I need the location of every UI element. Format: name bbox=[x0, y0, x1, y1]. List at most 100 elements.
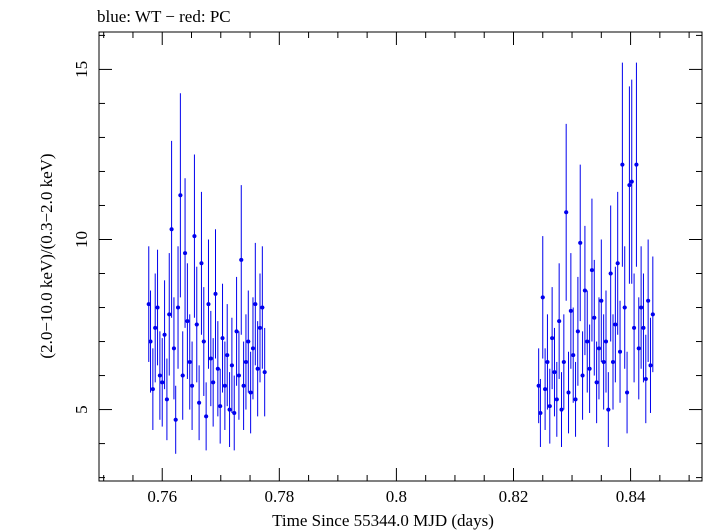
data-point bbox=[234, 329, 239, 334]
data-point bbox=[239, 257, 244, 262]
data-point bbox=[248, 390, 253, 395]
data-point bbox=[634, 162, 639, 167]
data-point bbox=[589, 268, 594, 273]
data-point bbox=[603, 339, 608, 344]
data-point bbox=[620, 162, 625, 167]
data-point bbox=[629, 179, 634, 184]
data-point bbox=[253, 302, 258, 307]
data-point bbox=[180, 373, 185, 378]
data-point bbox=[197, 400, 202, 405]
y-tick-label: 15 bbox=[72, 61, 91, 78]
data-point bbox=[176, 305, 181, 310]
data-point bbox=[162, 332, 167, 337]
data-point bbox=[227, 407, 232, 412]
data-point bbox=[571, 353, 576, 358]
data-point bbox=[550, 336, 555, 341]
data-point bbox=[613, 322, 618, 327]
data-point bbox=[594, 380, 599, 385]
data-point bbox=[215, 366, 220, 371]
data-point bbox=[229, 363, 234, 368]
data-point bbox=[160, 380, 165, 385]
data-point bbox=[582, 288, 587, 293]
data-point bbox=[241, 383, 246, 388]
data-point bbox=[580, 373, 585, 378]
data-point bbox=[596, 346, 601, 351]
data-point bbox=[622, 305, 627, 310]
y-tick-label: 10 bbox=[72, 231, 91, 248]
data-point bbox=[646, 298, 651, 303]
chart-title: blue: WT − red: PC bbox=[97, 7, 231, 26]
data-point bbox=[199, 261, 204, 266]
data-point bbox=[204, 414, 209, 419]
data-point bbox=[171, 346, 176, 351]
data-point bbox=[566, 390, 571, 395]
data-point bbox=[543, 387, 548, 392]
data-point bbox=[575, 329, 580, 334]
data-point bbox=[246, 339, 251, 344]
data-point bbox=[618, 349, 623, 354]
data-point bbox=[192, 234, 197, 239]
y-axis-label: (2.0−10.0 keV)/(0.3−2.0 keV) bbox=[37, 153, 56, 358]
data-point bbox=[608, 271, 613, 276]
data-point bbox=[250, 346, 255, 351]
data-point bbox=[153, 325, 158, 330]
data-point bbox=[150, 387, 155, 392]
data-point bbox=[213, 291, 218, 296]
y-axis-ticks: 5 10 15 bbox=[72, 34, 702, 479]
data-point bbox=[173, 417, 178, 422]
data-point bbox=[257, 325, 262, 330]
data-points bbox=[146, 62, 655, 454]
data-point bbox=[169, 227, 174, 232]
data-point bbox=[208, 356, 213, 361]
data-point bbox=[260, 305, 265, 310]
data-point bbox=[592, 315, 597, 320]
data-point bbox=[564, 210, 569, 215]
data-point bbox=[183, 251, 188, 256]
data-point bbox=[232, 410, 237, 415]
data-point bbox=[167, 312, 172, 317]
data-point bbox=[236, 373, 241, 378]
data-point bbox=[185, 319, 190, 324]
x-tick-label: 0.82 bbox=[499, 487, 529, 506]
x-tick-label: 0.78 bbox=[264, 487, 294, 506]
data-point bbox=[201, 339, 206, 344]
data-point bbox=[538, 410, 543, 415]
x-axis-ticks: 0.76 0.78 0.8 0.82 0.84 bbox=[103, 32, 690, 506]
data-point bbox=[187, 359, 192, 364]
data-point bbox=[625, 390, 630, 395]
data-point bbox=[540, 295, 545, 300]
data-point bbox=[148, 339, 153, 344]
y-tick-label: 5 bbox=[72, 405, 91, 414]
x-tick-label: 0.76 bbox=[147, 487, 177, 506]
data-point bbox=[545, 359, 550, 364]
plot-frame bbox=[98, 31, 703, 482]
data-point bbox=[615, 261, 620, 266]
data-point bbox=[190, 383, 195, 388]
data-point bbox=[611, 359, 616, 364]
x-tick-label: 0.8 bbox=[386, 487, 407, 506]
data-point bbox=[178, 193, 183, 198]
data-point bbox=[220, 336, 225, 341]
data-point bbox=[194, 322, 199, 327]
x-axis-label: Time Since 55344.0 MJD (days) bbox=[272, 511, 494, 530]
data-point bbox=[554, 397, 559, 402]
data-point bbox=[578, 240, 583, 245]
data-point bbox=[164, 397, 169, 402]
data-point bbox=[606, 407, 611, 412]
data-point bbox=[155, 305, 160, 310]
data-point bbox=[146, 302, 151, 307]
data-point bbox=[225, 353, 230, 358]
data-point bbox=[587, 366, 592, 371]
data-point bbox=[585, 339, 590, 344]
data-point bbox=[255, 366, 260, 371]
data-point bbox=[643, 376, 648, 381]
data-point bbox=[218, 404, 223, 409]
data-point bbox=[536, 383, 541, 388]
data-point bbox=[636, 346, 641, 351]
data-point bbox=[573, 397, 578, 402]
x-tick-label: 0.84 bbox=[616, 487, 646, 506]
data-point bbox=[157, 373, 162, 378]
data-point bbox=[627, 183, 632, 188]
data-point bbox=[568, 308, 573, 313]
